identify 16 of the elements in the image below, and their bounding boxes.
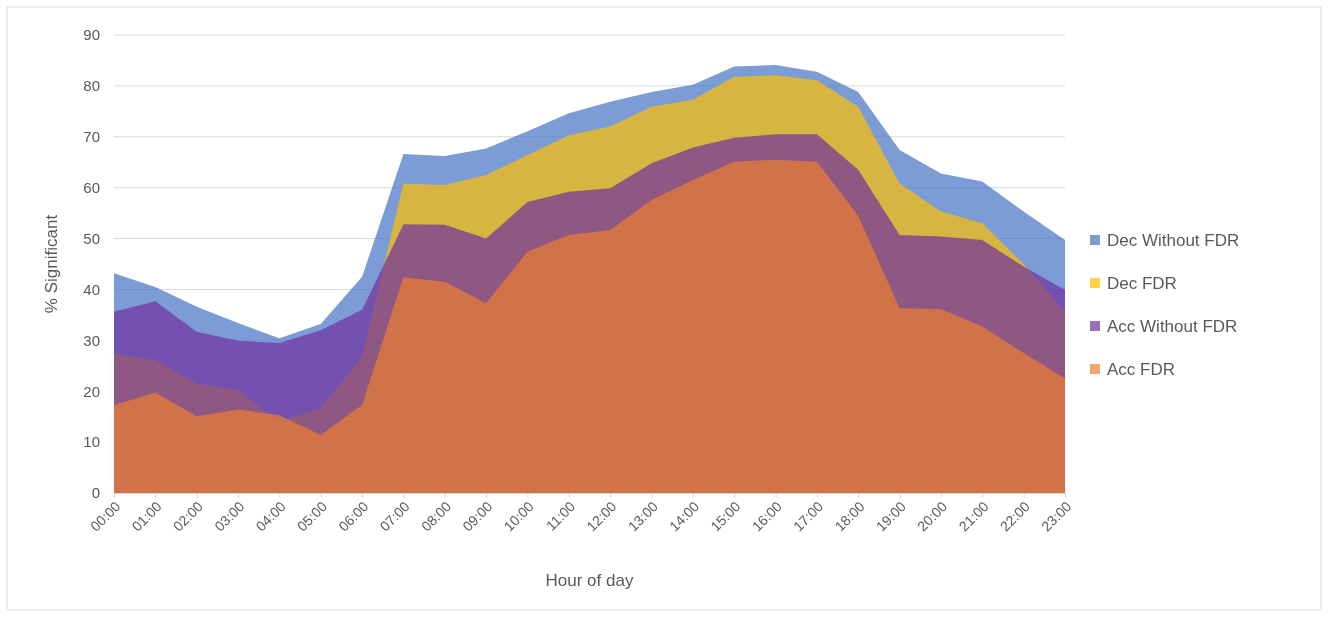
- legend-label: Acc Without FDR: [1107, 317, 1238, 336]
- legend-label: Acc FDR: [1107, 360, 1175, 379]
- y-tick-label: 20: [83, 382, 100, 400]
- y-tick-label: 0: [91, 484, 100, 502]
- y-tick-label: 70: [83, 128, 100, 146]
- y-tick-label: 50: [83, 229, 100, 247]
- legend-label: Dec FDR: [1107, 274, 1177, 293]
- y-tick-label: 10: [83, 433, 100, 451]
- y-tick-label: 80: [83, 77, 100, 95]
- y-tick-label: 30: [83, 331, 100, 349]
- x-axis-title: Hour of day: [545, 571, 634, 590]
- y-tick-label: 60: [83, 178, 100, 196]
- y-tick-label: 90: [83, 26, 100, 44]
- y-axis-title: % Significant: [42, 214, 61, 314]
- y-tick-label: 40: [83, 280, 100, 298]
- legend-label: Dec Without FDR: [1107, 231, 1240, 250]
